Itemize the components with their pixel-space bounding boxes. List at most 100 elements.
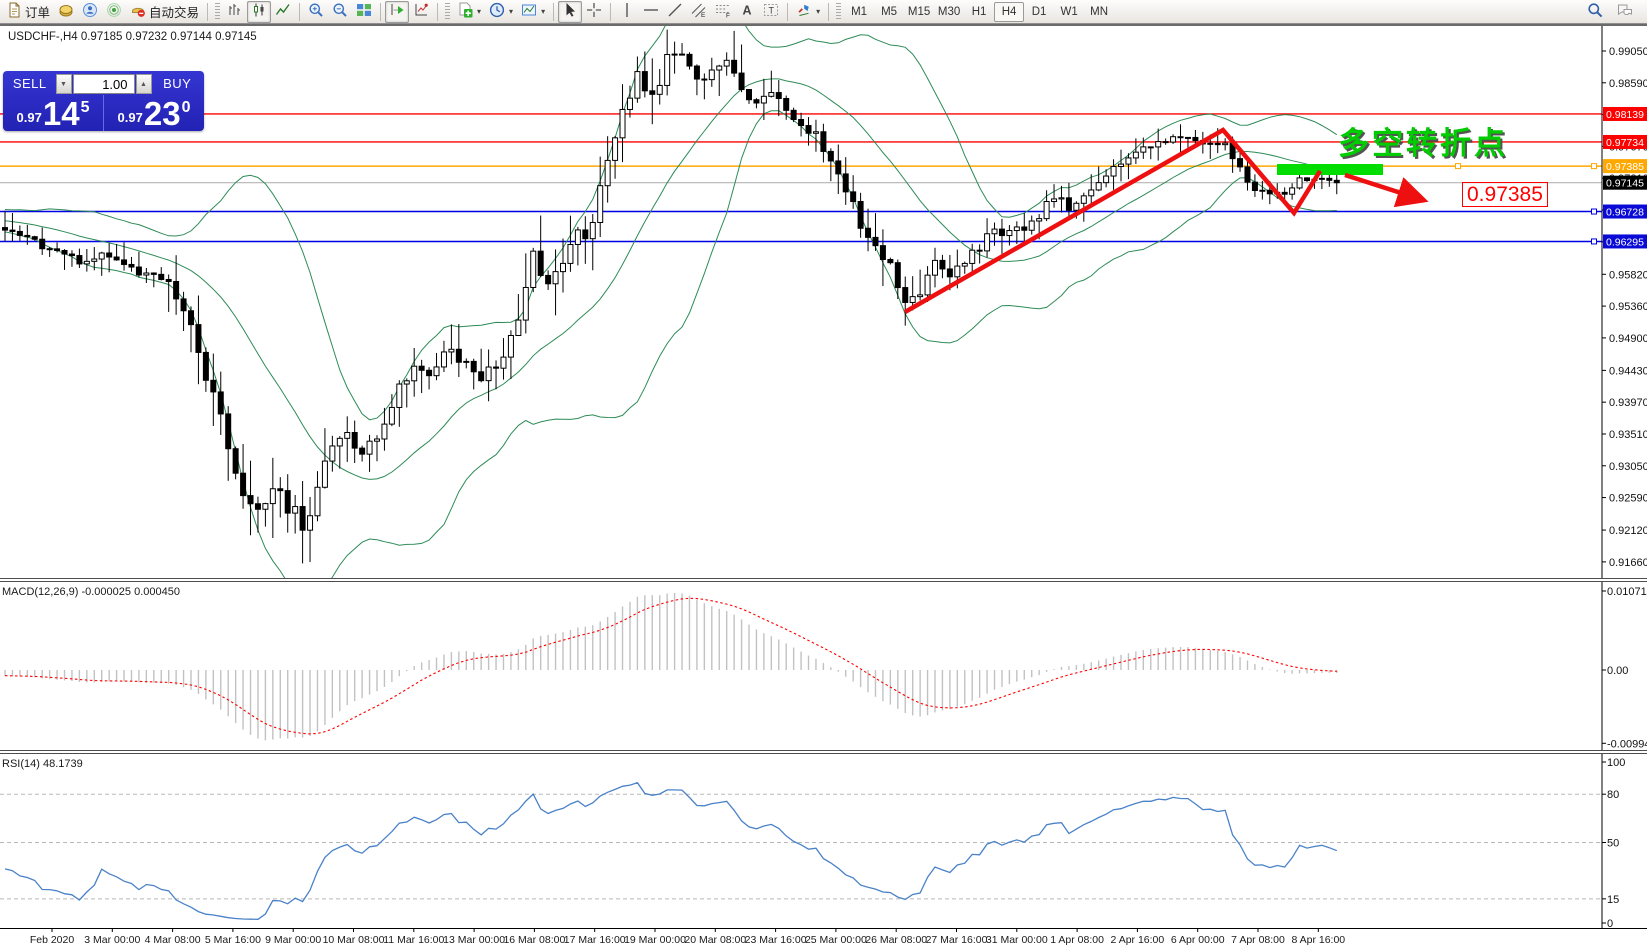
rsi-canvas[interactable]: 100 80 50 15 0 <box>0 754 1647 928</box>
down-arrow[interactable] <box>1344 172 1429 208</box>
candlestick-chart-button[interactable] <box>247 0 272 23</box>
time-label: 4 Mar 08:00 <box>145 934 201 946</box>
timeframe-m15-button[interactable]: M15 <box>907 5 931 18</box>
auto-scroll-button[interactable] <box>409 1 433 23</box>
horizontal-line-button[interactable] <box>639 1 663 23</box>
time-label: 31 Mar 00:00 <box>986 934 1048 946</box>
drawing-objects[interactable] <box>903 127 1597 314</box>
textT-icon: T <box>763 2 779 21</box>
volume-input[interactable] <box>72 74 135 94</box>
toolbar-grip[interactable] <box>445 2 451 21</box>
pane-separator[interactable] <box>0 750 1647 754</box>
trendline-button[interactable] <box>663 1 687 23</box>
text-label-button[interactable]: T <box>759 1 783 23</box>
macd-axis[interactable]: 0.010719 0.00 -0.009944 <box>1601 582 1647 750</box>
search-button[interactable] <box>1583 1 1607 23</box>
price-tag-annotation[interactable]: 0.97385 <box>1462 182 1548 207</box>
svg-text:0.94430: 0.94430 <box>1609 365 1647 377</box>
chart-shift-button[interactable] <box>385 0 410 23</box>
price-chart-pane[interactable]: USDCHF-,H4 0.97185 0.97232 0.97144 0.971… <box>0 26 1647 578</box>
autotrading-toggle[interactable]: 自动交易 <box>126 1 203 23</box>
toolbar-right <box>1583 1 1647 23</box>
bar-chart-button[interactable] <box>223 1 247 23</box>
sell-price[interactable]: 0.97 14 5 <box>3 95 104 131</box>
timeframe-w1-button[interactable]: W1 <box>1060 5 1078 18</box>
time-label: 19 Mar 00:00 <box>624 934 686 946</box>
time-label: 11 Mar 16:00 <box>383 934 444 946</box>
line-handle[interactable] <box>1591 163 1597 170</box>
toolbar: 订单 自动交易 ▾ ▾ ▾ E F A T ▾ M1 M5 M15 M30 H1 H4 D1 W1 MN <box>0 0 1647 26</box>
fibonacci-button[interactable]: F <box>711 1 735 23</box>
timeframe-m1-button[interactable]: M1 <box>851 5 868 18</box>
toolbar-separator <box>207 2 209 21</box>
time-label: 9 Mar 00:00 <box>265 934 321 946</box>
signals-button[interactable] <box>102 1 126 23</box>
rsi-pane[interactable]: RSI(14) 48.1739 100 80 50 15 0 <box>0 754 1647 928</box>
chat-button[interactable] <box>1613 1 1637 23</box>
indicators-menu-button[interactable]: ▾ <box>453 1 485 23</box>
sell-button[interactable]: SELL <box>12 76 47 91</box>
tile-windows-button[interactable] <box>352 1 376 23</box>
trend-icon <box>667 2 683 21</box>
zoom-in-button[interactable] <box>304 1 328 23</box>
chevron-down-icon: ▾ <box>477 7 482 16</box>
svg-text:50: 50 <box>1607 838 1619 850</box>
timeframe-m30-button[interactable]: M30 <box>937 5 961 18</box>
price-chart-canvas[interactable]: 0.990500.985900.981300.976700.972100.967… <box>0 26 1647 578</box>
cursor-button[interactable] <box>558 0 583 23</box>
toolbar-grip[interactable] <box>215 2 221 21</box>
line-chart-button[interactable] <box>271 1 295 23</box>
svg-text:0.95360: 0.95360 <box>1609 301 1647 313</box>
svg-text:T: T <box>769 6 775 16</box>
time-axis[interactable]: Feb 2020 3 Mar 00:00 4 Mar 08:00 5 Mar 16:0… <box>0 928 1647 948</box>
buy-price-pips: 23 <box>143 95 181 131</box>
toolbar-separator <box>787 2 789 21</box>
timeframe-h1-button[interactable]: H1 <box>971 5 987 18</box>
rsi-axis[interactable]: 100 80 50 15 0 <box>1601 754 1647 928</box>
timeframe-m5-button[interactable]: M5 <box>881 5 898 18</box>
macd-histogram <box>4 592 1338 741</box>
signals-icon <box>106 2 122 21</box>
line-handle[interactable] <box>1591 238 1597 245</box>
text-button[interactable]: A <box>735 1 759 23</box>
autotrade-icon <box>130 2 146 21</box>
green-zone-rect[interactable] <box>1277 164 1383 175</box>
vertical-line-button[interactable] <box>615 1 639 23</box>
buy-price[interactable]: 0.97 23 0 <box>104 95 204 131</box>
turning-point-annotation[interactable]: 多空转折点 <box>1338 126 1508 161</box>
buy-button[interactable]: BUY <box>163 76 192 91</box>
macd-pane[interactable]: MACD(12,26,9) -0.000025 0.000450 0.01071… <box>0 582 1647 750</box>
price-axis[interactable]: 0.990500.985900.981300.976700.972100.967… <box>1601 26 1647 578</box>
volume-increase-button[interactable]: ▲ <box>135 74 152 94</box>
toolbar-grip[interactable] <box>836 2 842 21</box>
svg-text:0.93970: 0.93970 <box>1609 397 1647 409</box>
market-watch-button[interactable] <box>54 1 78 23</box>
timeframe-d1-button[interactable]: D1 <box>1031 5 1047 18</box>
new-order-button[interactable]: 订单 <box>2 1 54 23</box>
zoom-out-button[interactable] <box>328 1 352 23</box>
community-icon <box>82 2 98 21</box>
channel-icon: E <box>691 2 707 21</box>
timeframe-h4-button[interactable]: H4 <box>994 1 1025 22</box>
timeframe-mn-button[interactable]: MN <box>1090 5 1109 18</box>
crosshair-button[interactable] <box>582 1 606 23</box>
time-label: 6 Apr 00:00 <box>1171 934 1225 946</box>
macd-canvas[interactable]: 0.010719 0.00 -0.009944 <box>0 582 1647 750</box>
templates-menu-button[interactable]: ▾ <box>517 1 549 23</box>
svg-text:0.00: 0.00 <box>1607 665 1628 677</box>
svg-text:0.010719: 0.010719 <box>1607 586 1647 598</box>
arrows-menu-button[interactable]: ▾ <box>792 1 824 23</box>
line-handle[interactable] <box>1455 163 1461 170</box>
periods-menu-button[interactable]: ▾ <box>485 1 517 23</box>
template-icon <box>521 2 537 21</box>
line-handle[interactable] <box>1591 208 1597 215</box>
volume-decrease-button[interactable]: ▼ <box>55 74 72 94</box>
pane-separator[interactable] <box>0 578 1647 582</box>
community-button[interactable] <box>78 1 102 23</box>
svg-text:-0.009944: -0.009944 <box>1607 738 1647 750</box>
trend-zigzag[interactable] <box>903 127 1322 314</box>
equidistant-channel-button[interactable]: E <box>687 1 711 23</box>
buy-price-point: 0 <box>181 99 191 116</box>
time-label: 25 Mar 00:00 <box>805 934 867 946</box>
